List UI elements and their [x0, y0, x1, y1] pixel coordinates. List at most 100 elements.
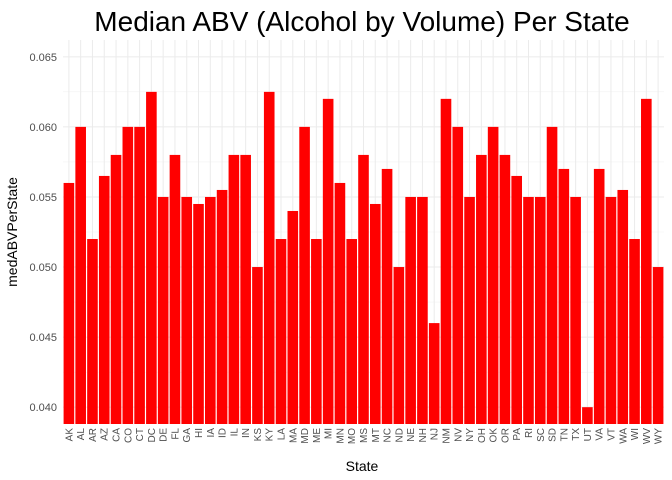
bar — [582, 407, 593, 424]
x-tick-label: MN — [335, 428, 346, 444]
x-tick-label: MO — [347, 428, 358, 444]
y-axis-ticks: 0.040 0.045 0.050 0.055 0.060 0.065 — [29, 52, 57, 414]
x-tick-label: TN — [559, 428, 570, 441]
y-tick-label: 0.050 — [29, 262, 57, 274]
x-tick-label: NV — [453, 428, 464, 442]
bar — [122, 126, 134, 425]
x-tick-label: NE — [406, 428, 417, 442]
bar — [476, 154, 487, 424]
x-tick-label: AL — [76, 428, 87, 441]
x-tick-label: WY — [654, 428, 665, 444]
x-tick-label: ID — [218, 428, 229, 438]
x-tick-label: OR — [500, 428, 511, 443]
x-tick-label: MT — [371, 428, 382, 442]
bar — [275, 239, 287, 424]
bar — [311, 239, 322, 424]
bar — [593, 168, 605, 424]
bar — [216, 189, 228, 424]
bar — [511, 175, 522, 424]
bar — [322, 98, 334, 424]
y-tick-label: 0.060 — [29, 122, 57, 134]
bar — [358, 154, 369, 424]
bar — [405, 196, 416, 424]
bar — [252, 267, 263, 424]
x-tick-label: VA — [595, 428, 606, 441]
x-tick-label: TX — [571, 428, 582, 441]
bar — [570, 196, 581, 424]
bar — [263, 91, 275, 425]
x-tick-label: SD — [548, 428, 559, 442]
x-tick-label: AR — [88, 428, 99, 442]
bar — [228, 154, 240, 424]
bar — [440, 98, 452, 424]
x-tick-label: ME — [312, 428, 323, 443]
bar — [157, 196, 169, 424]
x-tick-label: KY — [265, 428, 276, 442]
bar — [629, 239, 640, 424]
bar — [75, 126, 86, 425]
x-tick-label: IA — [206, 428, 217, 438]
x-tick-label: OK — [489, 428, 500, 443]
y-tick-label: 0.040 — [29, 402, 57, 414]
bar — [393, 267, 405, 424]
bar — [652, 267, 664, 424]
bar — [617, 189, 629, 424]
bar — [605, 196, 617, 424]
x-axis-title: State — [346, 458, 379, 474]
bar — [381, 168, 393, 424]
x-tick-label: CA — [112, 428, 123, 442]
chart-title: Median ABV (Alcohol by Volume) Per State — [94, 6, 629, 37]
bar — [169, 154, 181, 424]
y-tick-label: 0.065 — [29, 52, 57, 64]
x-tick-label: WA — [618, 428, 629, 444]
bar — [98, 175, 110, 424]
x-tick-label: ND — [394, 428, 405, 442]
y-tick-label: 0.045 — [29, 332, 57, 344]
x-tick-label: DE — [159, 428, 170, 442]
x-tick-label: IL — [229, 428, 240, 437]
x-tick-label: NY — [465, 428, 476, 442]
x-tick-label: PA — [512, 428, 523, 441]
bar — [205, 196, 216, 424]
bar — [299, 126, 310, 425]
x-tick-label: NH — [418, 428, 429, 442]
bar — [346, 239, 358, 424]
x-tick-label: MD — [300, 428, 311, 444]
x-tick-label: FL — [170, 428, 181, 440]
x-tick-label: RI — [524, 428, 535, 438]
bar — [240, 154, 251, 424]
bar — [499, 154, 511, 424]
x-axis-ticks: AK AL AR AZ CA CO CT DC DE FL GA HI IA ID IL IN KS KY LA MA… — [64, 428, 664, 445]
bar — [146, 91, 157, 425]
x-tick-label: LA — [277, 428, 288, 441]
bar — [487, 126, 499, 425]
bar — [428, 323, 440, 424]
x-tick-label: CT — [135, 428, 146, 441]
y-tick-label: 0.055 — [29, 192, 57, 204]
x-tick-label: GA — [182, 428, 193, 443]
bar — [287, 210, 299, 424]
bar — [110, 154, 122, 424]
x-tick-label: UT — [583, 428, 594, 441]
x-tick-label: CO — [123, 428, 134, 443]
bar — [134, 126, 145, 425]
x-tick-label: HI — [194, 428, 205, 438]
bar — [641, 98, 652, 424]
bar — [546, 126, 558, 425]
bar — [523, 196, 534, 424]
x-tick-label: OH — [477, 428, 488, 443]
x-tick-label: NM — [441, 428, 452, 444]
bars — [63, 91, 664, 425]
bar — [334, 182, 346, 424]
bar — [369, 203, 381, 424]
x-tick-label: DC — [147, 428, 158, 442]
x-tick-label: NJ — [430, 428, 441, 440]
x-tick-label: AZ — [100, 428, 111, 441]
bar — [63, 182, 75, 424]
x-tick-label: WI — [630, 428, 641, 440]
x-tick-label: IN — [241, 428, 252, 438]
bar — [534, 196, 546, 424]
x-tick-label: SC — [536, 428, 547, 442]
x-tick-label: MA — [288, 428, 299, 443]
